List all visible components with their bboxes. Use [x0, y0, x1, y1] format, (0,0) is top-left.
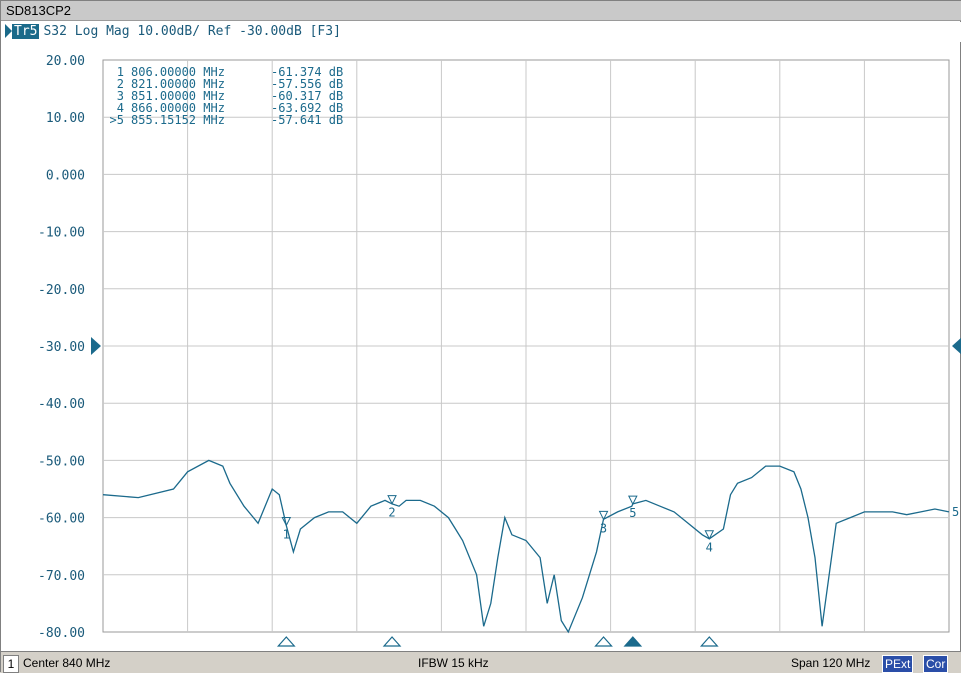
ref-level-left-arrow-icon — [91, 337, 101, 355]
marker-number-label: 1 — [283, 527, 290, 541]
y-tick-label: 10.00 — [46, 111, 85, 126]
channel-indicator[interactable]: 1 — [3, 655, 19, 673]
status-bar: 1 Center 840 MHz IFBW 15 kHz Span 120 MH… — [1, 651, 961, 673]
marker-table-label: 3 — [117, 89, 124, 103]
trace-settings-text: S32 Log Mag 10.00dB/ Ref -30.00dB [F3] — [43, 24, 341, 39]
y-tick-label: 0.000 — [46, 168, 85, 183]
marker-table-frequency: 851.00000 MHz — [131, 89, 225, 103]
trace-line — [102, 459, 950, 634]
y-tick-label: -30.00 — [38, 340, 85, 355]
marker-table-frequency: 866.00000 MHz — [131, 101, 225, 115]
trace-end-label: 5 — [952, 505, 959, 519]
marker-readout-table: 1 806.00000 MHz -61.374 dB 2 821.00000 MHz -5… — [110, 65, 344, 127]
marker-position-triangle — [594, 636, 613, 647]
y-tick-label: -70.00 — [38, 569, 85, 584]
port-extension-tag: PExt — [882, 655, 914, 673]
marker-table-frequency: 855.15152 MHz — [131, 113, 225, 127]
marker-number-label: 3 — [600, 521, 607, 535]
reference-level-arrows — [91, 337, 961, 355]
window-title: SD813CP2 — [1, 1, 961, 21]
marker-table-label: 4 — [117, 101, 124, 115]
y-tick-label: 20.00 — [46, 54, 85, 69]
marker-labels-on-trace: 1 2 3 4 5 5 — [281, 495, 959, 555]
marker-pointer — [281, 516, 292, 527]
y-tick-label: -60.00 — [38, 512, 85, 527]
chart-grid — [102, 59, 950, 633]
center-frequency[interactable]: Center 840 MHz — [23, 656, 111, 670]
marker-pointer — [704, 530, 715, 540]
y-tick-label: -50.00 — [38, 454, 85, 469]
marker-table-frequency: 821.00000 MHz — [131, 77, 225, 91]
marker-table-value: -57.641 dB — [271, 113, 343, 127]
y-tick-label: -80.00 — [38, 626, 85, 641]
marker-table-value: -60.317 dB — [271, 89, 343, 103]
marker-position-triangle — [382, 636, 402, 647]
y-tick-label: -40.00 — [38, 397, 85, 412]
y-tick-label: -20.00 — [38, 283, 85, 298]
marker-position-triangle — [699, 636, 719, 647]
marker-table-label: 1 — [117, 65, 124, 79]
marker-table-label: 2 — [117, 77, 124, 91]
marker-pointer — [387, 495, 397, 505]
trace-badge[interactable]: Tr5 — [12, 24, 40, 39]
span-readout[interactable]: Span 120 MHz — [791, 656, 871, 670]
marker-number-label: 5 — [629, 506, 636, 520]
trace-header[interactable]: Tr5 S32 Log Mag 10.00dB/ Ref -30.00dB [F3… — [1, 22, 961, 42]
marker-number-label: 2 — [388, 506, 395, 520]
marker-position-triangle — [623, 636, 643, 647]
y-tick-label: -10.00 — [38, 226, 85, 241]
y-axis-tick-labels: 20.00 10.00 0.000 -10.00 -20.00 -30.00 -40.00 -… — [38, 54, 85, 641]
correction-tag: Cor — [923, 655, 949, 673]
marker-pointer — [598, 510, 609, 521]
marker-table-value: -57.556 dB — [271, 77, 343, 91]
ref-level-right-arrow-icon — [952, 337, 961, 355]
marker-pointer — [628, 495, 638, 506]
marker-table-frequency: 806.00000 MHz — [131, 65, 225, 79]
marker-number-label: 4 — [706, 541, 713, 555]
marker-table-value: -61.374 dB — [271, 65, 343, 79]
marker-position-triangle — [276, 636, 296, 647]
marker-triangles — [276, 636, 719, 647]
trace-group — [102, 459, 950, 634]
marker-table-label: >5 — [110, 113, 124, 127]
marker-table-value: -63.692 dB — [271, 101, 343, 115]
trace-chart[interactable]: 20.00 10.00 0.000 -10.00 -20.00 -30.00 -40.00 -… — [1, 42, 961, 651]
ifbw-readout[interactable]: IFBW 15 kHz — [418, 656, 489, 670]
active-trace-arrow-icon — [5, 24, 12, 38]
